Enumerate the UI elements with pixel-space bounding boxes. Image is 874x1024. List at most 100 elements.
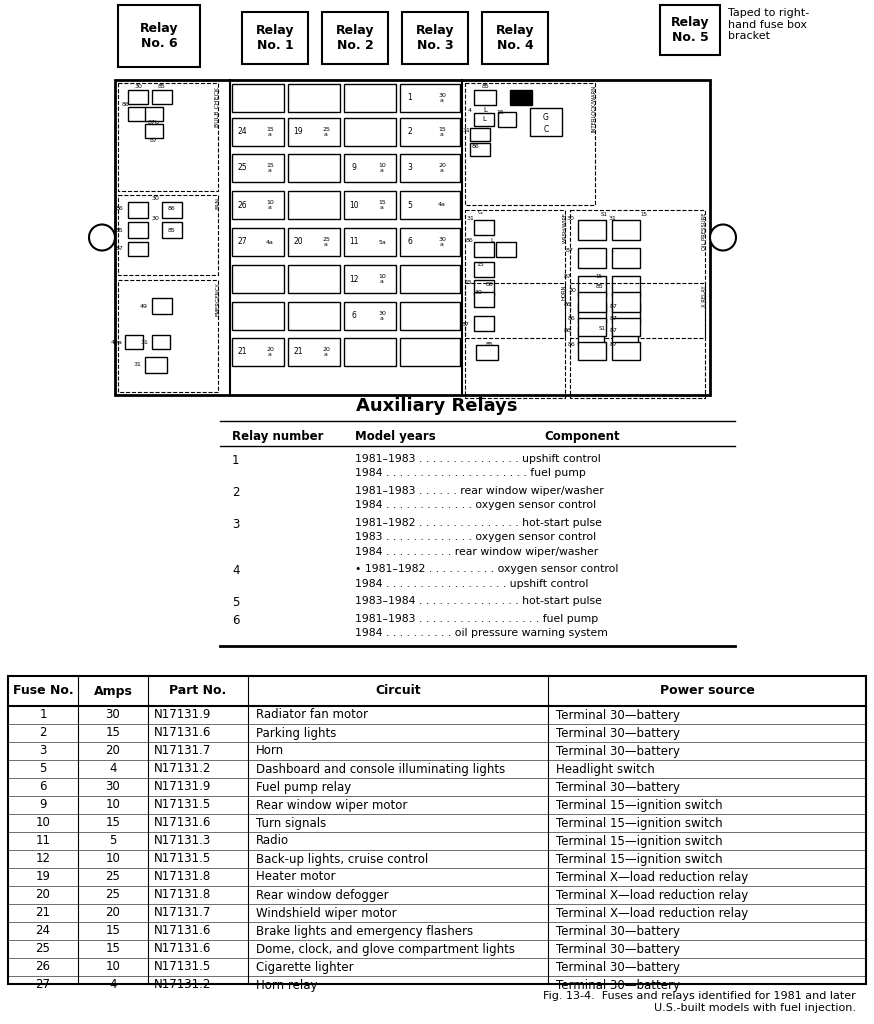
Text: 15
a: 15 a [266,127,274,137]
Text: Power source: Power source [660,684,754,697]
Text: Horn relay: Horn relay [256,979,317,991]
Bar [152,298,172,314]
Text: G: G [543,114,549,123]
Text: 1984 . . . . . . . . . . . . . . . . . . . . . fuel pump: 1984 . . . . . . . . . . . . . . . . . .… [355,469,586,478]
Text: Terminal 15—ignition switch: Terminal 15—ignition switch [556,853,723,865]
Bar [474,316,494,331]
Bar [400,118,460,146]
Text: Circuit: Circuit [375,684,420,697]
Text: Dashboard and console illuminating lights: Dashboard and console illuminating light… [256,763,505,775]
Text: 30: 30 [134,85,142,89]
Text: Terminal 30—battery: Terminal 30—battery [556,942,680,955]
Text: 87: 87 [116,247,124,252]
Text: Terminal 30—battery: Terminal 30—battery [556,780,680,794]
Text: HORN: HORN [562,285,567,300]
Text: Radio: Radio [256,835,289,848]
Text: 20
a: 20 a [438,163,446,173]
Text: 15: 15 [476,262,484,267]
Text: 9: 9 [39,799,46,811]
Text: C: C [544,126,549,134]
Bar [470,143,490,156]
Text: 86: 86 [568,315,576,321]
Text: 87b: 87b [148,121,160,126]
Text: N17131.6: N17131.6 [154,816,212,829]
Text: 26: 26 [237,201,246,210]
Text: 20: 20 [293,238,302,247]
Text: INTERLOCK/WARN: INTERLOCK/WARN [591,85,596,132]
Text: 2: 2 [407,128,413,136]
Bar [344,338,396,366]
Text: Terminal 30—battery: Terminal 30—battery [556,709,680,722]
Bar [152,90,172,104]
Bar [578,292,606,312]
Text: WASH/WIPE: WASH/WIPE [562,212,567,243]
Text: Radiator fan motor: Radiator fan motor [256,709,368,722]
Text: Terminal 30—battery: Terminal 30—battery [556,726,680,739]
Text: 86: 86 [564,329,572,334]
Text: 15: 15 [496,111,504,116]
Bar [128,222,148,238]
Text: Terminal X—load reduction relay: Terminal X—load reduction relay [556,870,748,884]
Text: 30
a: 30 a [378,310,386,322]
Text: 85: 85 [116,227,124,232]
Text: EMERGENCY: EMERGENCY [215,282,220,315]
Bar [496,242,516,257]
Text: 49a: 49a [111,340,123,344]
Bar [232,118,284,146]
Text: Terminal 15—ignition switch: Terminal 15—ignition switch [556,835,723,848]
Text: 15
a: 15 a [378,200,386,210]
Text: Terminal 30—battery: Terminal 30—battery [556,961,680,974]
Text: 12: 12 [350,274,358,284]
Bar [145,106,163,121]
Text: 31: 31 [140,340,148,344]
Bar [288,228,340,256]
Text: 30
a: 30 a [438,92,446,103]
Text: 4: 4 [232,564,239,578]
Bar [570,210,705,338]
Text: N17131.8: N17131.8 [154,870,212,884]
Text: 24: 24 [36,925,51,938]
Bar [8,676,866,984]
Text: FAN: FAN [215,197,220,209]
Text: Headlight switch: Headlight switch [556,763,655,775]
Text: 11: 11 [350,238,358,247]
Text: 25: 25 [36,942,51,955]
Text: Back-up lights, cruise control: Back-up lights, cruise control [256,853,428,865]
Text: Dome, clock, and glove compartment lights: Dome, clock, and glove compartment light… [256,942,515,955]
Bar [344,228,396,256]
Text: 20: 20 [106,744,121,758]
Text: N17131.7: N17131.7 [154,906,212,920]
Text: 31: 31 [466,215,474,220]
Text: 87: 87 [150,137,158,142]
Text: 2: 2 [39,726,46,739]
Text: N17131.5: N17131.5 [154,799,212,811]
Text: 87: 87 [564,274,572,280]
Text: 1981–1983 . . . . . . . . . . . . . . . upshift control: 1981–1983 . . . . . . . . . . . . . . . … [355,454,600,464]
Bar [162,222,182,238]
Text: 5: 5 [109,835,117,848]
Text: 4: 4 [468,108,472,113]
Bar [612,276,640,296]
Text: 30: 30 [566,215,574,220]
Text: 15: 15 [595,274,602,280]
Bar [400,84,460,112]
Bar [465,283,565,398]
Text: 86: 86 [486,283,494,288]
Text: 20: 20 [106,906,121,920]
Text: 86: 86 [564,302,572,307]
Bar [474,280,494,295]
Text: 30: 30 [106,709,121,722]
Bar [578,303,606,323]
Bar [118,195,218,275]
Bar [530,108,562,136]
Text: Brake lights and emergency flashers: Brake lights and emergency flashers [256,925,473,938]
Text: 24: 24 [237,128,246,136]
Bar [128,106,146,121]
Text: Heater motor: Heater motor [256,870,336,884]
Text: 11: 11 [36,835,51,848]
Bar [474,242,494,257]
Bar [125,335,143,349]
Text: Terminal X—load reduction relay: Terminal X—load reduction relay [556,906,748,920]
Text: 85: 85 [486,341,494,346]
Text: 10
a: 10 a [378,273,386,285]
